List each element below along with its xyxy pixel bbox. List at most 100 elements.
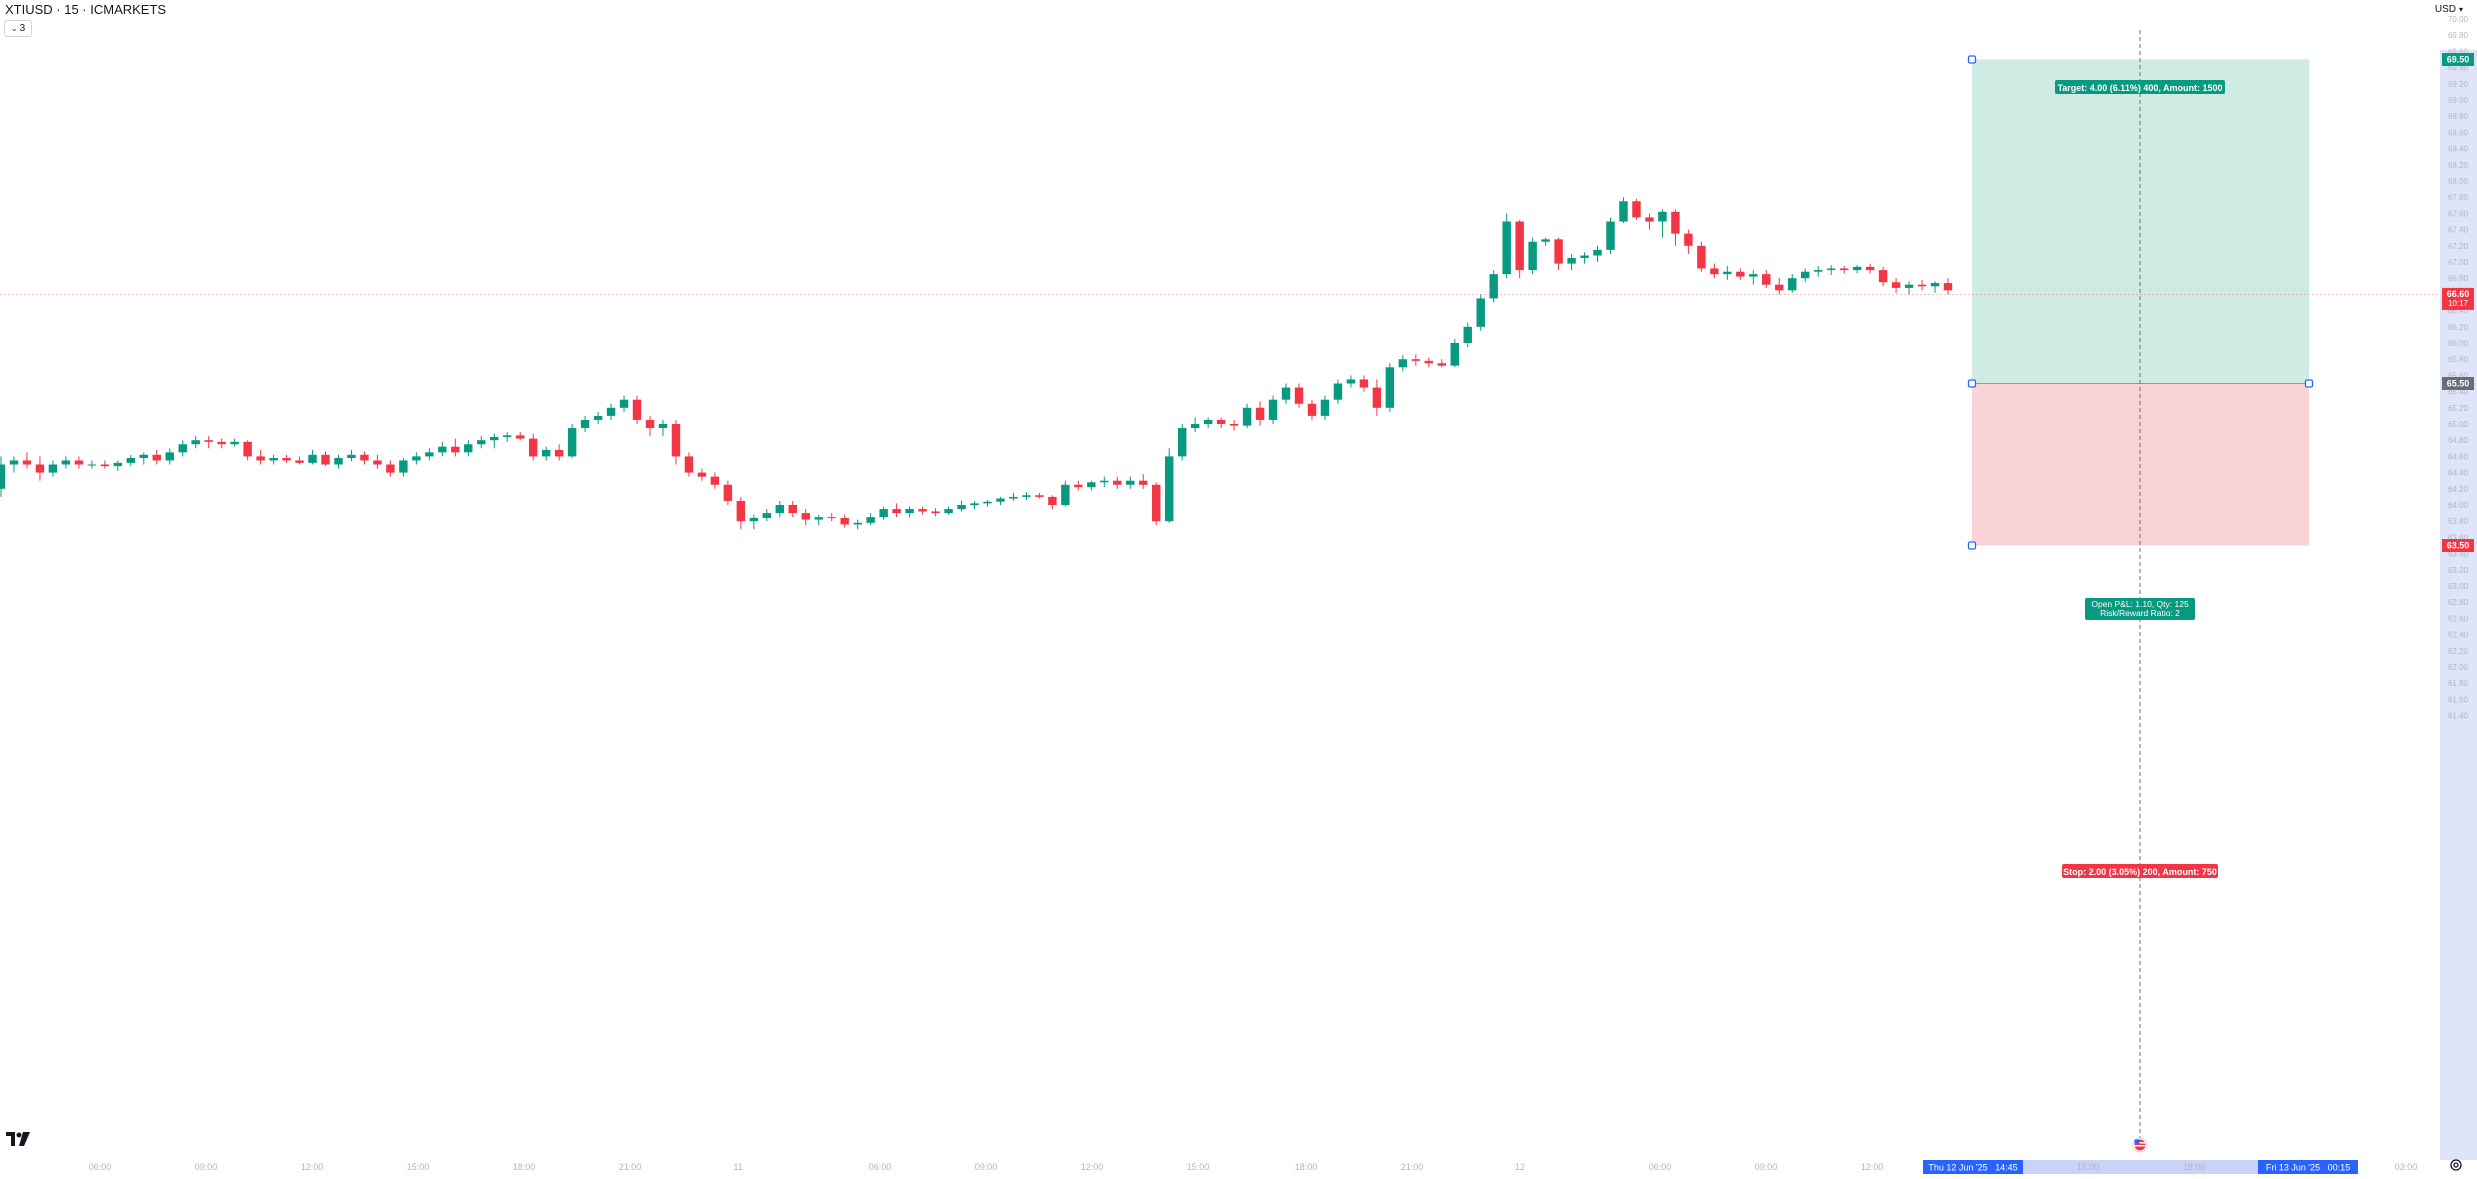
stop-label[interactable]: Stop: 2.00 (3.05%) 200, Amount: 750 xyxy=(2062,864,2218,878)
candle-body xyxy=(178,444,187,453)
stop-label-text: Stop: 2.00 (3.05%) 200, Amount: 750 xyxy=(2063,867,2217,877)
candle-body xyxy=(1074,484,1083,488)
candle-body xyxy=(61,460,71,465)
entry-label[interactable]: Open P&L: 1.10, Qty: 125 Risk/Reward Rat… xyxy=(2085,598,2195,620)
candle-body xyxy=(412,456,421,461)
stop-price-badge: 63.50 xyxy=(2442,539,2474,552)
candle-body xyxy=(1190,424,1200,429)
candle-body xyxy=(866,517,875,523)
candle-body xyxy=(1865,266,1875,271)
price-tick-label: 64.60 xyxy=(2448,452,2469,461)
candle-body xyxy=(347,454,356,459)
candle-body xyxy=(451,446,460,453)
candle-body xyxy=(1762,274,1771,285)
target-label-text: Target: 4.00 (6.11%) 400, Amount: 1500 xyxy=(2057,83,2222,93)
position-handle[interactable] xyxy=(1967,541,1977,550)
candle-body xyxy=(1385,367,1395,408)
candle-body xyxy=(1087,482,1096,488)
price-tick-label: 66.80 xyxy=(2448,274,2469,283)
candle-body xyxy=(593,415,603,420)
candle-body xyxy=(373,460,382,465)
candle-body xyxy=(204,440,213,442)
candlestick-series xyxy=(0,197,1953,530)
candle-body xyxy=(1100,480,1109,483)
price-tick-label: 67.60 xyxy=(2448,209,2469,218)
time-range-start-badge: Thu 12 Jun '25 14:45 xyxy=(1923,1160,2023,1174)
currency-label: USD xyxy=(2434,4,2456,15)
collapse-count: 3 xyxy=(19,23,26,34)
candle-body xyxy=(1216,419,1226,424)
svg-text:63.50: 63.50 xyxy=(2447,541,2470,551)
candle-body xyxy=(1411,359,1421,361)
candle-body xyxy=(87,464,97,466)
candle-body xyxy=(1878,270,1888,283)
position-handle[interactable] xyxy=(1967,55,1977,64)
price-tick-label: 69.80 xyxy=(2448,31,2469,40)
indicators-collapse-button[interactable]: ⌄ 3 xyxy=(4,20,32,37)
price-tick-label: 62.80 xyxy=(2448,598,2469,607)
candle-body xyxy=(360,454,369,461)
position-handle[interactable] xyxy=(2304,379,2314,388)
risk-reward-text: Risk/Reward Ratio: 2 xyxy=(2100,608,2180,618)
price-tick-label: 65.40 xyxy=(2448,388,2469,397)
price-tick-label: 68.40 xyxy=(2448,145,2469,154)
candle-body xyxy=(35,464,45,473)
svg-text:10:17: 10:17 xyxy=(2448,299,2469,308)
candle-body xyxy=(801,513,810,520)
candle-body xyxy=(438,446,447,453)
candle-body xyxy=(1281,387,1291,400)
candle-body xyxy=(425,452,434,457)
open-pnl-text: Open P&L: 1.10, Qty: 125 xyxy=(2091,599,2189,609)
chevron-down-icon: ▾ xyxy=(2458,5,2463,14)
candle-body xyxy=(1489,274,1498,299)
time-tick-label: 06:00 xyxy=(1649,1162,1672,1172)
candle-body xyxy=(1801,271,1810,279)
time-tick-label: 15:00 xyxy=(407,1162,430,1172)
price-tick-label: 66.20 xyxy=(2448,323,2469,332)
candle-body xyxy=(0,464,6,489)
price-tick-label: 68.80 xyxy=(2448,112,2469,121)
time-tick-label: 06:00 xyxy=(89,1162,112,1172)
candle-body xyxy=(970,503,979,505)
position-handle[interactable] xyxy=(1967,379,1977,388)
candle-body xyxy=(892,509,901,514)
current-price-badge: 66.60 10:17 xyxy=(2442,287,2474,310)
symbol-title[interactable]: XTIUSD · 15 · ICMARKETS xyxy=(5,2,167,17)
currency-selector[interactable]: USD ▾ xyxy=(2435,4,2463,15)
candle-body xyxy=(1813,270,1823,272)
tradingview-logo-icon[interactable] xyxy=(6,1132,30,1146)
svg-text:65.50: 65.50 xyxy=(2447,379,2470,389)
candle-body xyxy=(1891,282,1901,288)
candle-body xyxy=(840,517,849,525)
candle-body xyxy=(1346,379,1356,384)
us-flag-event-icon[interactable] xyxy=(2132,1137,2148,1153)
candle-body xyxy=(528,438,538,457)
gear-icon[interactable] xyxy=(2449,1158,2463,1172)
candle-body xyxy=(632,399,642,420)
candle-body xyxy=(580,419,590,429)
time-tick-label: 21:00 xyxy=(1401,1162,1424,1172)
candle-body xyxy=(1022,495,1031,497)
price-tick-label: 64.20 xyxy=(2448,485,2469,494)
price-tick-label: 61.80 xyxy=(2448,679,2469,688)
candle-body xyxy=(1554,239,1563,264)
candle-body xyxy=(1009,496,1018,499)
candle-body xyxy=(1048,496,1057,505)
candle-body xyxy=(1515,221,1524,271)
candle-body xyxy=(1671,211,1680,234)
price-tick-label: 65.00 xyxy=(2448,420,2469,429)
target-label[interactable]: Target: 4.00 (6.11%) 400, Amount: 1500 xyxy=(2055,80,2225,94)
candle-body xyxy=(243,441,252,457)
price-axis-labels: 70.00 69.80 69.60 69.40 69.20 69.00 68.80 68.60… xyxy=(2448,15,2469,721)
position-handles[interactable] xyxy=(1967,55,2314,550)
candle-body xyxy=(1606,221,1615,250)
candle-body xyxy=(1930,283,1940,287)
time-tick-label: 21:00 xyxy=(619,1162,642,1172)
candle-body xyxy=(1645,217,1654,222)
candle-body xyxy=(1943,283,1953,291)
candle-body xyxy=(113,462,123,467)
price-tick-label: 61.60 xyxy=(2448,695,2469,704)
candle-body xyxy=(477,440,486,445)
